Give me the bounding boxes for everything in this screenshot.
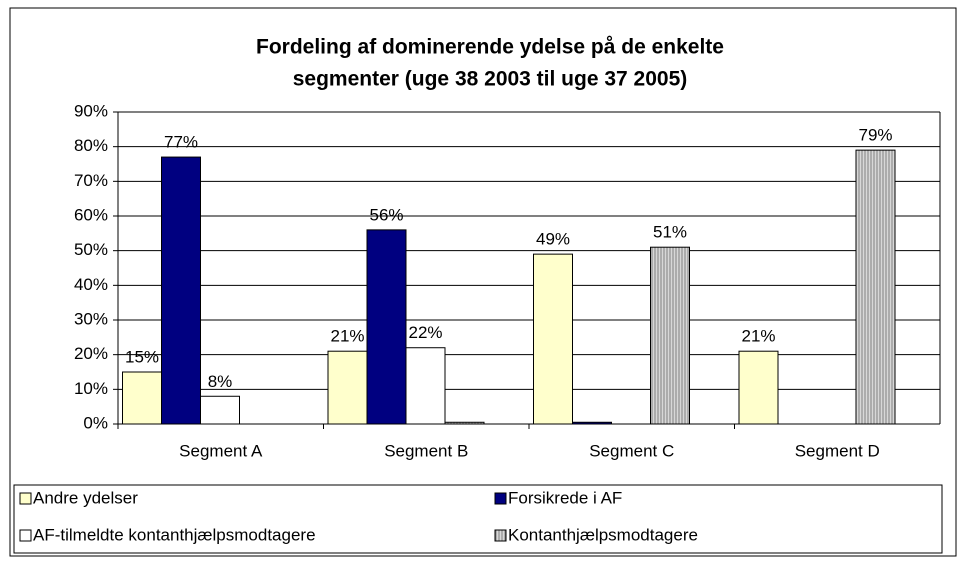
y-tick-label: 70% bbox=[74, 171, 108, 190]
bar bbox=[122, 371, 162, 425]
chart-title: segmenter (uge 38 2003 til uge 37 2005) bbox=[293, 68, 688, 91]
data-label: 22% bbox=[408, 323, 442, 342]
x-tick-label: Segment B bbox=[384, 441, 468, 460]
y-tick-label: 30% bbox=[74, 309, 108, 328]
data-label: 49% bbox=[536, 230, 570, 249]
data-label: 79% bbox=[858, 126, 892, 145]
y-tick-label: 10% bbox=[74, 379, 108, 398]
x-tick-label: Segment C bbox=[589, 441, 674, 460]
bar bbox=[650, 246, 690, 425]
bar bbox=[855, 149, 896, 425]
legend-swatch bbox=[494, 529, 507, 542]
bar bbox=[533, 253, 573, 425]
x-tick-label: Segment D bbox=[795, 441, 880, 460]
bar bbox=[327, 350, 368, 425]
data-label: 51% bbox=[653, 223, 687, 242]
legend-label: Andre ydelser bbox=[33, 488, 138, 507]
y-tick-label: 0% bbox=[83, 413, 108, 432]
legend-label: Forsikrede i AF bbox=[508, 488, 622, 507]
data-label: 15% bbox=[125, 347, 159, 366]
data-label: 8% bbox=[208, 372, 233, 391]
data-label: 56% bbox=[369, 205, 403, 224]
y-tick-label: 60% bbox=[74, 205, 108, 224]
legend-swatch bbox=[19, 492, 32, 505]
bar bbox=[161, 156, 201, 425]
y-tick-label: 20% bbox=[74, 344, 108, 363]
legend-box bbox=[13, 484, 943, 554]
legend-swatch bbox=[494, 492, 507, 505]
chart-title: Fordeling af dominerende ydelse på de en… bbox=[256, 36, 724, 59]
legend-swatch bbox=[19, 529, 32, 542]
y-tick-label: 90% bbox=[74, 101, 108, 120]
data-label: 77% bbox=[164, 133, 198, 152]
bar bbox=[405, 347, 446, 425]
x-tick-label: Segment A bbox=[179, 441, 263, 460]
legend-label: AF-tilmeldte kontanthjælpsmodtagere bbox=[33, 525, 316, 544]
legend-label: Kontanthjælpsmodtagere bbox=[508, 525, 698, 544]
bar bbox=[200, 395, 240, 425]
bar bbox=[738, 350, 779, 425]
y-tick-label: 40% bbox=[74, 275, 108, 294]
y-tick-label: 50% bbox=[74, 240, 108, 259]
y-tick-label: 80% bbox=[74, 136, 108, 155]
data-label: 21% bbox=[330, 327, 364, 346]
bar bbox=[366, 229, 407, 425]
data-label: 21% bbox=[741, 327, 775, 346]
